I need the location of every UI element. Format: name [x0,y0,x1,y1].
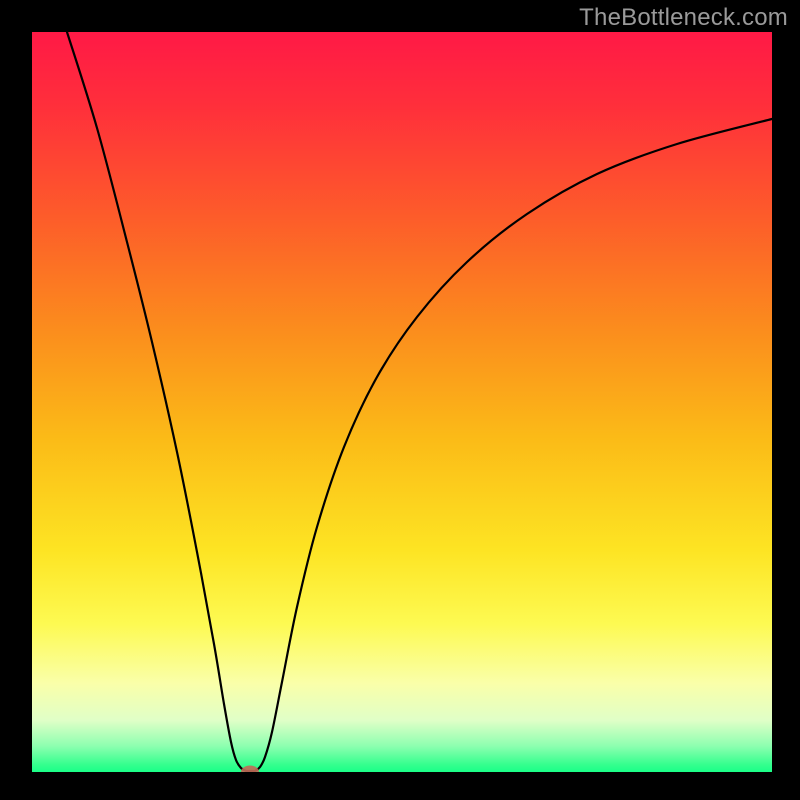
optimum-marker [238,763,262,772]
bottleneck-curve [67,32,772,771]
optimum-marker-ellipse [241,766,259,773]
watermark-text: TheBottleneck.com [579,4,788,32]
curve-svg [32,32,772,772]
plot-area [32,32,772,772]
chart-container: TheBottleneck.com [0,0,800,800]
